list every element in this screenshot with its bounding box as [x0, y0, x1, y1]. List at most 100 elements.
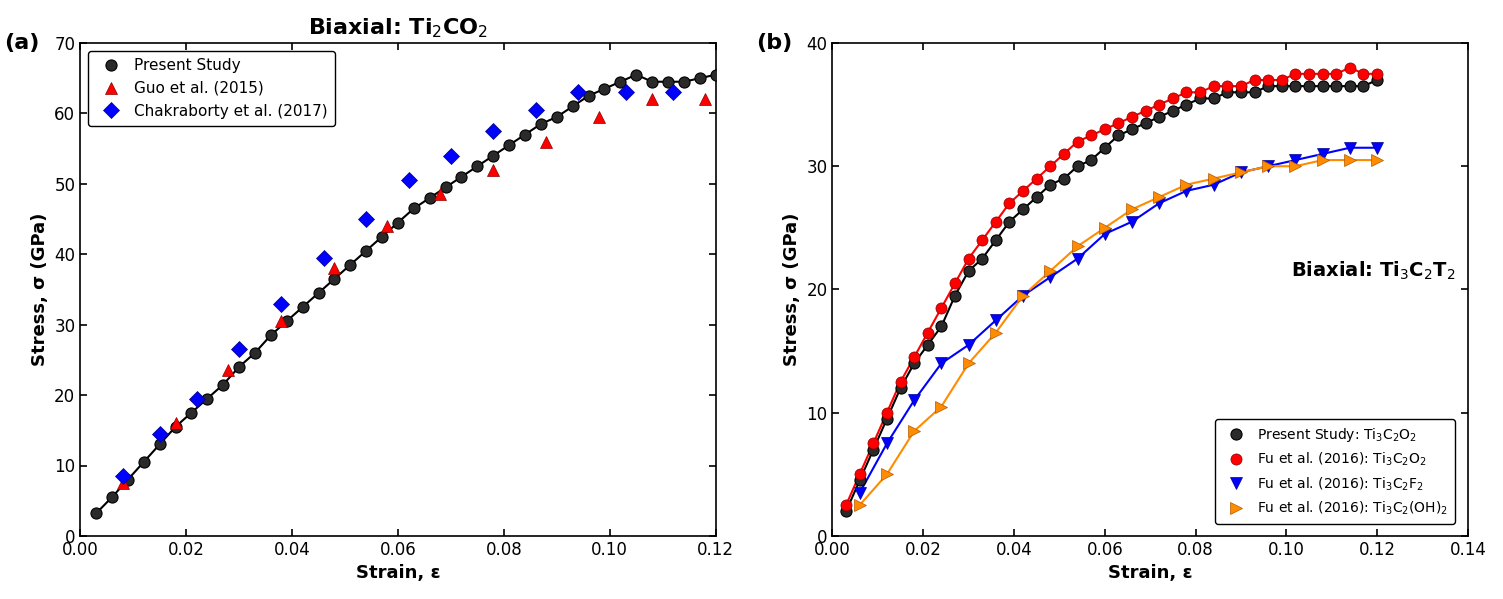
Fu et al. (2016): Ti$_3$C$_2$(OH)$_2$: (0.054, 23.5): Ti$_3$C$_2$(OH)$_2$: (0.054, 23.5): [1069, 243, 1087, 250]
Present Study: [310, 289, 328, 297]
Text: (a): (a): [5, 33, 39, 53]
Fu et al. (2016): Ti$_3$C$_2$O$_2$: (0.006, 5): Ti$_3$C$_2$O$_2$: (0.006, 5): [851, 471, 869, 478]
Legend: Present Study: Ti$_3$C$_2$O$_2$, Fu et al. (2016): Ti$_3$C$_2$O$_2$, Fu et al. (: Present Study: Ti$_3$C$_2$O$_2$, Fu et a…: [1214, 419, 1455, 524]
Present Study: Ti$_3$C$_2$O$_2$: (0.033, 22.5): Ti$_3$C$_2$O$_2$: (0.033, 22.5): [974, 255, 992, 262]
Present Study: [230, 364, 248, 371]
Legend: Present Study, Guo et al. (2015), Chakraborty et al. (2017): Present Study, Guo et al. (2015), Chakra…: [87, 51, 335, 126]
Line: Guo et al. (2015): Guo et al. (2015): [116, 93, 711, 489]
Present Study: [293, 304, 311, 311]
Guo et al. (2015): [167, 420, 185, 427]
Guo et al. (2015): [219, 367, 237, 374]
Present Study: [198, 395, 216, 402]
Fu et al. (2016): Ti$_3$C$_2$O$_2$: (0.087, 36.5): Ti$_3$C$_2$O$_2$: (0.087, 36.5): [1219, 83, 1237, 90]
Present Study: [404, 205, 422, 212]
Fu et al. (2016): Ti$_3$C$_2$F$_2$: (0.042, 19.5): Ti$_3$C$_2$F$_2$: (0.042, 19.5): [1015, 292, 1033, 300]
Fu et al. (2016): Ti$_3$C$_2$O$_2$: (0.063, 33.5): Ti$_3$C$_2$O$_2$: (0.063, 33.5): [1109, 120, 1127, 127]
Title: Biaxial: Ti$_2$CO$_2$: Biaxial: Ti$_2$CO$_2$: [308, 17, 488, 40]
Fu et al. (2016): Ti$_3$C$_2$O$_2$: (0.099, 37): Ti$_3$C$_2$O$_2$: (0.099, 37): [1273, 77, 1291, 84]
Present Study: [564, 103, 582, 110]
Present Study: Ti$_3$C$_2$O$_2$: (0.096, 36.5): Ti$_3$C$_2$O$_2$: (0.096, 36.5): [1260, 83, 1278, 90]
Fu et al. (2016): Ti$_3$C$_2$(OH)$_2$: (0.018, 8.5): Ti$_3$C$_2$(OH)$_2$: (0.018, 8.5): [905, 428, 923, 435]
Fu et al. (2016): Ti$_3$C$_2$F$_2$: (0.114, 31.5): Ti$_3$C$_2$F$_2$: (0.114, 31.5): [1341, 144, 1359, 152]
Fu et al. (2016): Ti$_3$C$_2$(OH)$_2$: (0.09, 29.5): Ti$_3$C$_2$(OH)$_2$: (0.09, 29.5): [1232, 169, 1250, 176]
Fu et al. (2016): Ti$_3$C$_2$O$_2$: (0.015, 12.5): Ti$_3$C$_2$O$_2$: (0.015, 12.5): [891, 379, 909, 386]
Fu et al. (2016): Ti$_3$C$_2$(OH)$_2$: (0.006, 2.5): Ti$_3$C$_2$(OH)$_2$: (0.006, 2.5): [851, 501, 869, 509]
Fu et al. (2016): Ti$_3$C$_2$F$_2$: (0.12, 31.5): Ti$_3$C$_2$F$_2$: (0.12, 31.5): [1368, 144, 1386, 152]
Present Study: [341, 261, 359, 268]
Chakraborty et al. (2017): [314, 254, 332, 261]
Present Study: Ti$_3$C$_2$O$_2$: (0.024, 17): Ti$_3$C$_2$O$_2$: (0.024, 17): [932, 323, 950, 330]
Fu et al. (2016): Ti$_3$C$_2$O$_2$: (0.012, 10): Ti$_3$C$_2$O$_2$: (0.012, 10): [878, 409, 896, 416]
Present Study: Ti$_3$C$_2$O$_2$: (0.108, 36.5): Ti$_3$C$_2$O$_2$: (0.108, 36.5): [1314, 83, 1332, 90]
Present Study: [421, 194, 439, 201]
Present Study: Ti$_3$C$_2$O$_2$: (0.009, 7): Ti$_3$C$_2$O$_2$: (0.009, 7): [864, 446, 882, 453]
Guo et al. (2015): [325, 265, 343, 272]
Present Study: [182, 409, 200, 416]
Present Study: [436, 184, 454, 191]
Present Study: [278, 317, 296, 325]
Fu et al. (2016): Ti$_3$C$_2$O$_2$: (0.054, 32): Ti$_3$C$_2$O$_2$: (0.054, 32): [1069, 138, 1087, 145]
X-axis label: Strain, ε: Strain, ε: [1108, 564, 1192, 582]
Fu et al. (2016): Ti$_3$C$_2$O$_2$: (0.09, 36.5): Ti$_3$C$_2$O$_2$: (0.09, 36.5): [1232, 83, 1250, 90]
Present Study: [484, 152, 502, 159]
Fu et al. (2016): Ti$_3$C$_2$(OH)$_2$: (0.096, 30): Ti$_3$C$_2$(OH)$_2$: (0.096, 30): [1260, 163, 1278, 170]
Present Study: Ti$_3$C$_2$O$_2$: (0.057, 30.5): Ti$_3$C$_2$O$_2$: (0.057, 30.5): [1082, 156, 1100, 164]
Fu et al. (2016): Ti$_3$C$_2$F$_2$: (0.036, 17.5): Ti$_3$C$_2$F$_2$: (0.036, 17.5): [987, 317, 1006, 324]
Line: Fu et al. (2016): Ti$_3$C$_2$F$_2$: Fu et al. (2016): Ti$_3$C$_2$F$_2$: [854, 141, 1383, 499]
Present Study: [706, 71, 724, 78]
Chakraborty et al. (2017): [484, 128, 502, 135]
Y-axis label: Stress, σ (GPa): Stress, σ (GPa): [30, 213, 48, 366]
Fu et al. (2016): Ti$_3$C$_2$(OH)$_2$: (0.12, 30.5): Ti$_3$C$_2$(OH)$_2$: (0.12, 30.5): [1368, 156, 1386, 164]
Present Study: Ti$_3$C$_2$O$_2$: (0.048, 28.5): Ti$_3$C$_2$O$_2$: (0.048, 28.5): [1042, 181, 1060, 188]
Guo et al. (2015): [379, 222, 397, 229]
Fu et al. (2016): Ti$_3$C$_2$O$_2$: (0.027, 20.5): Ti$_3$C$_2$O$_2$: (0.027, 20.5): [945, 280, 963, 287]
Fu et al. (2016): Ti$_3$C$_2$O$_2$: (0.12, 37.5): Ti$_3$C$_2$O$_2$: (0.12, 37.5): [1368, 70, 1386, 77]
Present Study: [516, 131, 534, 138]
Chakraborty et al. (2017): [114, 473, 132, 480]
Present Study: Ti$_3$C$_2$O$_2$: (0.003, 2): Ti$_3$C$_2$O$_2$: (0.003, 2): [837, 508, 855, 515]
Present Study: Ti$_3$C$_2$O$_2$: (0.111, 36.5): Ti$_3$C$_2$O$_2$: (0.111, 36.5): [1327, 83, 1345, 90]
Fu et al. (2016): Ti$_3$C$_2$O$_2$: (0.042, 28): Ti$_3$C$_2$O$_2$: (0.042, 28): [1015, 187, 1033, 195]
Fu et al. (2016): Ti$_3$C$_2$F$_2$: (0.078, 28): Ti$_3$C$_2$F$_2$: (0.078, 28): [1177, 187, 1195, 195]
Guo et al. (2015): [696, 96, 714, 103]
Chakraborty et al. (2017): [616, 89, 634, 96]
Fu et al. (2016): Ti$_3$C$_2$(OH)$_2$: (0.06, 25): Ti$_3$C$_2$(OH)$_2$: (0.06, 25): [1096, 224, 1114, 231]
Fu et al. (2016): Ti$_3$C$_2$(OH)$_2$: (0.024, 10.5): Ti$_3$C$_2$(OH)$_2$: (0.024, 10.5): [932, 403, 950, 410]
Present Study: [595, 85, 613, 92]
Fu et al. (2016): Ti$_3$C$_2$O$_2$: (0.069, 34.5): Ti$_3$C$_2$O$_2$: (0.069, 34.5): [1136, 107, 1154, 114]
Present Study: [612, 78, 630, 85]
Present Study: Ti$_3$C$_2$O$_2$: (0.102, 36.5): Ti$_3$C$_2$O$_2$: (0.102, 36.5): [1287, 83, 1305, 90]
Present Study: [389, 219, 407, 226]
Present Study: [691, 75, 709, 82]
Fu et al. (2016): Ti$_3$C$_2$O$_2$: (0.108, 37.5): Ti$_3$C$_2$O$_2$: (0.108, 37.5): [1314, 70, 1332, 77]
Present Study: [358, 247, 376, 255]
Fu et al. (2016): Ti$_3$C$_2$(OH)$_2$: (0.114, 30.5): Ti$_3$C$_2$(OH)$_2$: (0.114, 30.5): [1341, 156, 1359, 164]
Fu et al. (2016): Ti$_3$C$_2$O$_2$: (0.102, 37.5): Ti$_3$C$_2$O$_2$: (0.102, 37.5): [1287, 70, 1305, 77]
Present Study: Ti$_3$C$_2$O$_2$: (0.12, 37): Ti$_3$C$_2$O$_2$: (0.12, 37): [1368, 77, 1386, 84]
Fu et al. (2016): Ti$_3$C$_2$O$_2$: (0.081, 36): Ti$_3$C$_2$O$_2$: (0.081, 36): [1190, 89, 1208, 96]
Present Study: [469, 163, 487, 170]
Present Study: Ti$_3$C$_2$O$_2$: (0.066, 33): Ti$_3$C$_2$O$_2$: (0.066, 33): [1123, 126, 1141, 133]
Fu et al. (2016): Ti$_3$C$_2$F$_2$: (0.024, 14): Ti$_3$C$_2$F$_2$: (0.024, 14): [932, 360, 950, 367]
Text: Biaxial: Ti$_3$C$_2$T$_2$: Biaxial: Ti$_3$C$_2$T$_2$: [1291, 260, 1455, 282]
Fu et al. (2016): Ti$_3$C$_2$F$_2$: (0.09, 29.5): Ti$_3$C$_2$F$_2$: (0.09, 29.5): [1232, 169, 1250, 176]
Fu et al. (2016): Ti$_3$C$_2$F$_2$: (0.102, 30.5): Ti$_3$C$_2$F$_2$: (0.102, 30.5): [1287, 156, 1305, 164]
Fu et al. (2016): Ti$_3$C$_2$F$_2$: (0.054, 22.5): Ti$_3$C$_2$F$_2$: (0.054, 22.5): [1069, 255, 1087, 262]
Fu et al. (2016): Ti$_3$C$_2$O$_2$: (0.024, 18.5): Ti$_3$C$_2$O$_2$: (0.024, 18.5): [932, 304, 950, 311]
Present Study: [87, 510, 105, 517]
Fu et al. (2016): Ti$_3$C$_2$F$_2$: (0.048, 21): Ti$_3$C$_2$F$_2$: (0.048, 21): [1042, 274, 1060, 281]
Present Study: Ti$_3$C$_2$O$_2$: (0.114, 36.5): Ti$_3$C$_2$O$_2$: (0.114, 36.5): [1341, 83, 1359, 90]
Present Study: [675, 78, 693, 85]
Present Study: Ti$_3$C$_2$O$_2$: (0.054, 30): Ti$_3$C$_2$O$_2$: (0.054, 30): [1069, 163, 1087, 170]
Present Study: Ti$_3$C$_2$O$_2$: (0.06, 31.5): Ti$_3$C$_2$O$_2$: (0.06, 31.5): [1096, 144, 1114, 152]
Guo et al. (2015): [431, 191, 449, 198]
Fu et al. (2016): Ti$_3$C$_2$F$_2$: (0.012, 7.5): Ti$_3$C$_2$F$_2$: (0.012, 7.5): [878, 440, 896, 447]
Present Study: [150, 441, 168, 448]
Chakraborty et al. (2017): [442, 152, 460, 159]
Present Study: [658, 78, 676, 85]
Line: Fu et al. (2016): Ti$_3$C$_2$O$_2$: Fu et al. (2016): Ti$_3$C$_2$O$_2$: [840, 62, 1383, 511]
Present Study: Ti$_3$C$_2$O$_2$: (0.039, 25.5): Ti$_3$C$_2$O$_2$: (0.039, 25.5): [1001, 218, 1019, 225]
Fu et al. (2016): Ti$_3$C$_2$F$_2$: (0.018, 11): Ti$_3$C$_2$F$_2$: (0.018, 11): [905, 397, 923, 404]
Chakraborty et al. (2017): [358, 216, 376, 223]
Fu et al. (2016): Ti$_3$C$_2$F$_2$: (0.084, 28.5): Ti$_3$C$_2$F$_2$: (0.084, 28.5): [1205, 181, 1223, 188]
